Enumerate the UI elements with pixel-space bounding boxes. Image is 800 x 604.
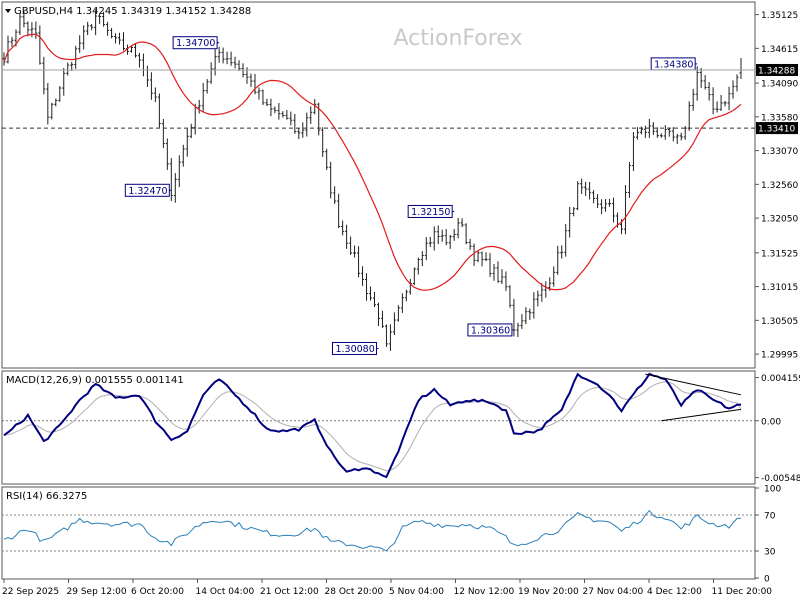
x-axis-label: 5 Nov 04:00 bbox=[389, 587, 444, 597]
annotation-box bbox=[172, 36, 218, 50]
rsi-line bbox=[3, 509, 742, 552]
annotation-label: 1.30080 bbox=[335, 344, 374, 355]
rsi-axis-label: 30 bbox=[764, 548, 776, 558]
symbol-header: GBPUSD,H4 1.34245 1.34319 1.34152 1.3428… bbox=[14, 6, 251, 17]
x-axis-label: 11 Dec 20:00 bbox=[712, 587, 773, 597]
x-axis-label: 14 Oct 04:00 bbox=[196, 587, 255, 597]
price-axis-label: 1.35125 bbox=[761, 11, 798, 21]
macd-signal-line bbox=[3, 381, 742, 472]
macd-axis-label: 0.004159 bbox=[761, 374, 800, 384]
watermark-text: ActionForex bbox=[394, 26, 523, 51]
x-axis-label: 19 Nov 20:00 bbox=[518, 587, 579, 597]
rsi-axis-label: 100 bbox=[764, 485, 781, 495]
x-axis-label: 27 Nov 04:00 bbox=[583, 587, 644, 597]
symbol-dropdown-icon[interactable] bbox=[5, 9, 11, 13]
moving-average-line bbox=[3, 33, 742, 291]
macd-triangle-upper bbox=[645, 373, 742, 396]
dashed-level-label: 1.33410 bbox=[758, 125, 795, 135]
x-axis-label: 21 Oct 12:00 bbox=[260, 587, 319, 597]
price-axis-label: 1.34615 bbox=[761, 45, 798, 55]
rsi-panel bbox=[1, 486, 756, 580]
annotation-label: 1.34700 bbox=[176, 38, 215, 49]
price-axis-label: 1.33580 bbox=[761, 113, 798, 123]
annotation-box bbox=[124, 183, 170, 197]
price-panel bbox=[1, 1, 756, 369]
annotation-label: 1.30360 bbox=[471, 325, 510, 336]
x-axis-label: 28 Oct 20:00 bbox=[325, 587, 384, 597]
price-axis-label: 1.34090 bbox=[761, 80, 798, 90]
annotation-label: 1.32470 bbox=[128, 186, 167, 197]
x-axis-label: 29 Sep 12:00 bbox=[67, 587, 127, 597]
macd-axis-label: -0.005485 bbox=[761, 474, 800, 484]
x-axis-label: 6 Oct 20:00 bbox=[131, 587, 184, 597]
rsi-axis-label: 70 bbox=[764, 512, 776, 522]
annotation-label: 1.34380 bbox=[654, 59, 693, 70]
current-price-label: 1.34288 bbox=[758, 66, 795, 76]
x-axis-label: 22 Sep 2025 bbox=[2, 587, 59, 597]
dashed-level-box bbox=[756, 122, 798, 135]
price-axis-label: 1.31015 bbox=[761, 283, 798, 293]
rsi-title: RSI(14) 66.3275 bbox=[6, 491, 87, 502]
x-axis-label: 4 Dec 12:00 bbox=[647, 587, 702, 597]
price-axis-label: 1.32560 bbox=[761, 181, 798, 191]
price-axis-label: 1.33070 bbox=[761, 147, 798, 157]
macd-panel bbox=[1, 370, 756, 485]
rsi-axis-label: 0 bbox=[764, 575, 770, 585]
annotation-box bbox=[331, 341, 377, 355]
macd-line bbox=[3, 372, 742, 479]
price-axis-label: 1.30505 bbox=[761, 317, 798, 327]
price-axis-label: 1.29995 bbox=[761, 351, 798, 361]
macd-title: MACD(12,26,9) 0.001555 0.001141 bbox=[6, 375, 184, 386]
x-axis-label: 12 Nov 12:00 bbox=[454, 587, 515, 597]
price-axis-label: 1.31525 bbox=[761, 249, 798, 259]
price-axis-label: 1.32050 bbox=[761, 215, 798, 225]
current-price-box bbox=[756, 63, 798, 76]
annotation-label: 1.32150 bbox=[411, 207, 450, 218]
macd-axis-label: 0.00 bbox=[761, 417, 781, 427]
macd-triangle-lower bbox=[661, 408, 742, 422]
annotation-box bbox=[407, 204, 453, 218]
annotation-box bbox=[467, 323, 513, 337]
